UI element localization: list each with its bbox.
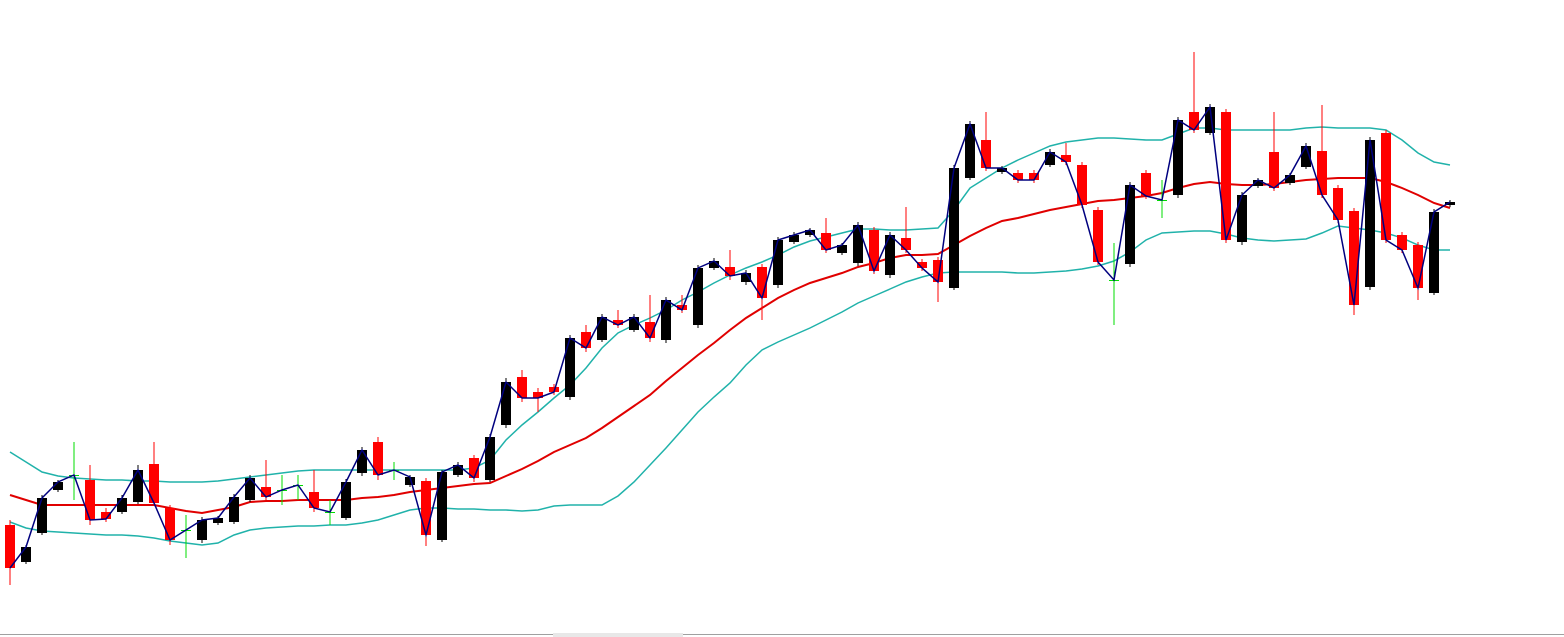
candle-body: [373, 442, 383, 475]
candle-body: [37, 498, 47, 533]
candle-body: [229, 497, 239, 522]
candle-body: [661, 300, 671, 340]
candle-body: [645, 322, 655, 338]
candle-body: [101, 512, 111, 519]
candle-body: [837, 245, 847, 253]
candle-body: [437, 472, 447, 540]
candle-body: [1381, 133, 1391, 240]
candle-body: [1317, 151, 1327, 195]
candle-body: [1333, 188, 1343, 220]
candle-body: [853, 225, 863, 263]
candle-body: [245, 478, 255, 500]
candle-body: [565, 338, 575, 397]
candle-body: [405, 477, 415, 485]
candle-body: [1077, 165, 1087, 205]
candle-body: [869, 230, 879, 271]
candle-body: [1173, 120, 1183, 195]
candle-body: [597, 317, 607, 340]
candle-body: [53, 482, 63, 490]
candle-body: [965, 124, 975, 178]
candle-body: [629, 317, 639, 330]
candle-body: [149, 464, 159, 503]
candle-body: [133, 470, 143, 502]
candle-body: [805, 230, 815, 235]
candle-body: [85, 480, 95, 520]
outer-band: [9, 126, 1451, 483]
candle-body: [1205, 107, 1215, 133]
candle-body: [725, 267, 735, 276]
candle-body: [1061, 155, 1071, 162]
candle-body: [1013, 173, 1023, 180]
candle-body: [1285, 175, 1295, 183]
candle-body: [453, 465, 463, 475]
candle-body: [421, 481, 431, 535]
candle-body: [1141, 173, 1151, 196]
candle-body: [1253, 180, 1263, 186]
candle-body: [901, 238, 911, 250]
candle-body: [1365, 140, 1375, 287]
candle-body: [261, 487, 271, 497]
candle-body: [341, 482, 351, 518]
candle-body: [501, 382, 511, 425]
candle-body: [1349, 211, 1359, 305]
candle-body: [117, 498, 127, 512]
candle-body: [1269, 152, 1279, 188]
candle-body: [469, 458, 479, 478]
scrollbar[interactable]: [553, 633, 683, 637]
candle-body: [5, 525, 15, 568]
candle-body: [613, 320, 623, 325]
candle-body: [21, 547, 31, 562]
candle-body: [741, 273, 751, 282]
candle-body: [821, 233, 831, 250]
candle-body: [757, 267, 767, 298]
candle-body: [533, 392, 543, 398]
candle-body: [1237, 195, 1247, 242]
candle-body: [773, 240, 783, 285]
candle-body: [1125, 185, 1135, 264]
candle-body: [1429, 212, 1439, 293]
candle-body: [1093, 210, 1103, 262]
candle-body: [917, 262, 927, 268]
candle-body: [1445, 202, 1455, 205]
candle-body: [1397, 235, 1407, 250]
outer-band: [9, 225, 1450, 546]
candle-body: [885, 235, 895, 275]
candle-body: [1221, 112, 1231, 240]
candle-body: [693, 268, 703, 325]
candle-body: [709, 261, 719, 268]
candle-body: [1045, 152, 1055, 165]
candle-body: [1189, 112, 1199, 130]
candle-body: [357, 450, 367, 473]
candle-body: [981, 140, 991, 168]
candle-body: [789, 235, 799, 242]
middle-band: [9, 177, 1451, 515]
candle-body: [997, 168, 1007, 172]
candle-body: [581, 332, 591, 348]
candle-body: [517, 377, 527, 398]
candle-body: [1029, 173, 1039, 180]
candle-body: [197, 520, 207, 540]
candle-body: [165, 508, 175, 540]
candle-body: [677, 305, 687, 310]
candle-body: [949, 168, 959, 288]
candle-body: [213, 518, 223, 523]
candle-body: [1301, 146, 1311, 167]
candle-body: [309, 492, 319, 508]
candle-body: [1413, 245, 1423, 288]
close-line: [9, 104, 1451, 569]
candle-body: [485, 437, 495, 480]
candle-body: [933, 260, 943, 282]
